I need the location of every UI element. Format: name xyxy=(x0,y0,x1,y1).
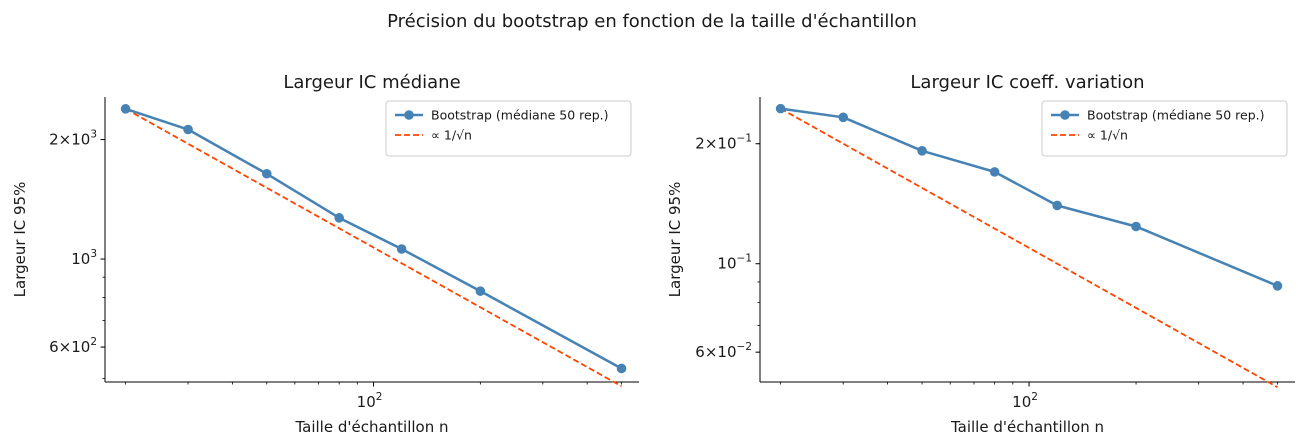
reference-line-series xyxy=(780,107,1278,389)
legend-entry: ∝ 1/√n xyxy=(1051,128,1128,143)
panel-coeff-variation: Largeur IC coeff. variation1022×10−110−1… xyxy=(666,72,1295,436)
y-tick-label-exponent: −1 xyxy=(737,253,752,265)
y-tick-label-exponent: 3 xyxy=(90,248,97,260)
x-tick-label: 102 xyxy=(357,391,383,411)
y-tick-label-mantissa: 6 xyxy=(49,338,59,356)
bootstrap-data-point xyxy=(334,213,344,223)
x-axis-label: Taille d'échantillon n xyxy=(294,418,448,436)
legend-box xyxy=(385,100,632,157)
x-tick-label-base: 10 xyxy=(1012,393,1031,411)
figure-title: Précision du bootstrap en fonction de la… xyxy=(387,11,917,32)
legend-entry: Bootstrap (médiane 50 rep.) xyxy=(1051,108,1265,123)
legend-label: Bootstrap (médiane 50 rep.) xyxy=(431,108,609,123)
x-tick-label-exponent: 2 xyxy=(1031,391,1038,403)
legend-label: Bootstrap (médiane 50 rep.) xyxy=(1087,108,1265,123)
y-tick-label: 2×10−1 xyxy=(695,133,752,153)
legend: Bootstrap (médiane 50 rep.) ∝ 1/√n xyxy=(385,100,632,157)
y-axis-label: Largeur IC 95% xyxy=(666,182,684,298)
y-tick-label: 10−1 xyxy=(717,253,752,273)
y-tick-label-base: 10 xyxy=(717,135,736,153)
y-tick-label-exponent: −2 xyxy=(737,341,752,353)
y-tick-label-mantissa: 6 xyxy=(695,343,705,361)
y-tick-label-exponent: −1 xyxy=(737,133,752,145)
y-tick-label: 6×10−2 xyxy=(695,341,752,361)
x-tick-label: 102 xyxy=(1012,391,1038,411)
bootstrap-data-point xyxy=(120,104,131,114)
bootstrap-data-point xyxy=(917,146,927,156)
y-tick-label-base: 10 xyxy=(71,250,90,268)
y-tick-label-times: × xyxy=(59,338,72,356)
legend-box xyxy=(1041,100,1288,157)
legend-swatch-marker xyxy=(1060,110,1070,120)
legend-entry: Bootstrap (médiane 50 rep.) xyxy=(395,108,609,123)
bootstrap-data-point xyxy=(475,286,486,296)
y-axis-label: Largeur IC 95% xyxy=(11,182,29,298)
bootstrap-data-point xyxy=(1131,221,1141,232)
legend-swatch-marker xyxy=(404,110,414,120)
y-tick-label-exponent: 2 xyxy=(90,336,97,348)
y-tick-label-mantissa: 2 xyxy=(695,135,705,153)
bootstrap-data-point xyxy=(616,363,627,374)
y-tick-label: 2×103 xyxy=(49,129,97,149)
bootstrap-data-point xyxy=(261,168,272,179)
y-tick-label-mantissa: 2 xyxy=(49,131,59,149)
bootstrap-data-point xyxy=(989,167,1000,177)
y-tick-label-times: × xyxy=(705,135,718,153)
bootstrap-data-point xyxy=(775,103,786,114)
legend: Bootstrap (médiane 50 rep.) ∝ 1/√n xyxy=(1041,100,1288,157)
x-tick-label-exponent: 2 xyxy=(376,391,383,403)
y-tick-label-times: × xyxy=(59,131,72,149)
reference-line-series xyxy=(125,108,622,388)
legend-entry: ∝ 1/√n xyxy=(395,128,472,143)
x-tick-label-base: 10 xyxy=(357,393,376,411)
panel-title: Largeur IC coeff. variation xyxy=(910,72,1144,93)
bootstrap-data-point xyxy=(1272,281,1283,291)
legend-label: ∝ 1/√n xyxy=(1087,128,1128,143)
y-tick-label-base: 10 xyxy=(71,131,90,149)
y-tick-label-exponent: 3 xyxy=(90,129,97,141)
panel-median: Largeur IC médiane1022×1031036×102Taille… xyxy=(11,72,639,436)
legend-label: ∝ 1/√n xyxy=(431,128,472,143)
bootstrap-data-point xyxy=(183,124,193,135)
bootstrap-data-point xyxy=(396,244,407,254)
y-tick-label-base: 10 xyxy=(717,343,736,361)
panel-title: Largeur IC médiane xyxy=(283,72,460,93)
bootstrap-data-point xyxy=(838,112,849,123)
y-tick-label-base: 10 xyxy=(71,338,90,356)
y-tick-label: 103 xyxy=(71,248,97,268)
x-axis-label: Taille d'échantillon n xyxy=(950,418,1104,436)
bootstrap-data-point xyxy=(1052,200,1063,211)
y-tick-label-times: × xyxy=(705,343,718,361)
y-tick-label: 6×102 xyxy=(49,336,97,356)
y-tick-label-base: 10 xyxy=(717,255,736,273)
